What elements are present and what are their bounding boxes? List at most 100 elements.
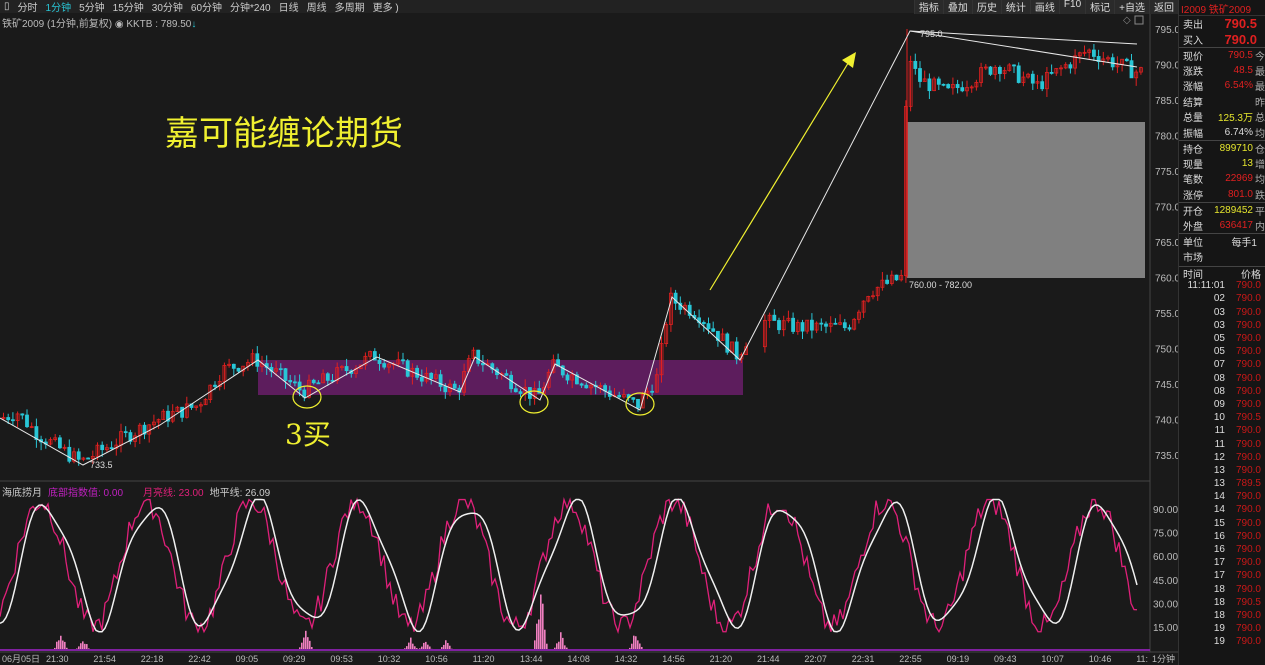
candle-body	[278, 368, 283, 371]
osc-tick: 45.00	[1153, 576, 1178, 587]
tick-time: 19	[1213, 636, 1225, 648]
quote-label: 笔数	[1183, 175, 1203, 187]
tool-button[interactable]: 统计	[1000, 0, 1030, 14]
tool-button[interactable]: 返回	[1149, 0, 1178, 14]
candle-body	[156, 419, 161, 423]
tick-price: 790.0	[1235, 372, 1261, 384]
tick-row: 05 790.0	[1179, 345, 1265, 358]
bottom-bar	[564, 645, 566, 650]
period-tab[interactable]: 15分钟	[112, 3, 144, 14]
candle-body	[673, 292, 678, 304]
candle-body	[720, 333, 725, 341]
bottom-bar	[56, 641, 58, 650]
candle-body	[650, 390, 654, 393]
quote-side-label: 均	[1255, 175, 1265, 187]
tick-price: 790.0	[1235, 557, 1261, 569]
arrow-down-icon: ↓	[191, 19, 197, 30]
price-tick: 785.0	[1155, 96, 1178, 107]
bottom-bar	[544, 629, 546, 650]
candle-body	[471, 349, 476, 360]
candle-body	[617, 394, 622, 398]
tick-price: 790.0	[1235, 293, 1261, 305]
tick-time: 05	[1213, 346, 1225, 358]
tick-time: 18	[1213, 583, 1225, 595]
arrow-line	[709, 59, 851, 291]
bottom-bar	[60, 635, 62, 650]
period-tab[interactable]: 5分钟	[79, 3, 105, 14]
candle-body	[664, 324, 669, 344]
tick-row: 11 790.0	[1179, 437, 1265, 450]
layout-icon[interactable]: ▯	[4, 1, 10, 12]
tool-button[interactable]: +自选	[1114, 0, 1149, 14]
bottom-bar	[425, 641, 427, 650]
tick-price: 790.0	[1235, 385, 1261, 397]
candle-body	[227, 363, 232, 366]
tool-button[interactable]: 标记	[1085, 0, 1115, 14]
candle-body	[551, 359, 556, 373]
quote-row: 涨幅 6.54% 最	[1179, 78, 1265, 94]
time-tick: 11:20	[473, 654, 495, 664]
period-tab[interactable]: 多周期	[334, 3, 365, 14]
tick-price: 790.0	[1235, 583, 1261, 595]
candle-body	[894, 274, 899, 281]
tick-row: 17 790.0	[1179, 556, 1265, 569]
candle-body	[25, 414, 29, 428]
candle-body	[777, 320, 781, 331]
candle-body	[687, 304, 692, 316]
candle-body	[34, 426, 39, 440]
candle-body	[316, 382, 321, 385]
candlestick-chart[interactable]: 795.0 790.0 785.0 780.0 775.0 770.0 765.0 760.0…	[0, 0, 1178, 665]
period-tab[interactable]: 周线	[306, 3, 327, 14]
tick-row: 09 790.0	[1179, 398, 1265, 411]
candle-body	[875, 286, 880, 297]
tool-button[interactable]: 叠加	[942, 0, 972, 14]
quote-row: 单位 每手1	[1179, 233, 1265, 249]
quote-label: 外盘	[1183, 221, 1203, 233]
period-tab[interactable]: 1分钟	[45, 3, 72, 14]
buy-circle	[292, 385, 322, 409]
tick-row: 18 790.0	[1179, 583, 1265, 596]
candle-body	[824, 323, 828, 327]
tool-button[interactable]: 画线	[1029, 0, 1059, 14]
settings-icon[interactable]: ◉	[114, 19, 124, 30]
candle-body	[288, 380, 293, 383]
tick-price: 789.5	[1235, 478, 1261, 490]
candle-body	[480, 362, 485, 366]
tick-price: 790.0	[1235, 491, 1261, 503]
period-tab[interactable]: 日线	[278, 3, 299, 14]
candle-body	[335, 367, 340, 381]
time-tick: 22:18	[141, 654, 164, 664]
candle-body	[560, 365, 565, 376]
period-tab[interactable]: 分钟*240	[230, 3, 271, 14]
quote-value: 790.5	[1227, 49, 1253, 61]
candle-body	[1030, 73, 1035, 84]
period-tab[interactable]: 30分钟	[151, 3, 183, 14]
period-tab[interactable]: 更多 )	[372, 3, 399, 14]
candle-body	[20, 413, 25, 416]
tick-row: 07 790.0	[1179, 358, 1265, 371]
time-tick: 10:07	[1041, 654, 1064, 664]
candle-body	[170, 411, 175, 422]
bottom-bar	[427, 644, 429, 650]
tick-time: 07	[1213, 359, 1225, 371]
period-tab[interactable]: 60分钟	[190, 3, 223, 14]
candle-body	[725, 333, 730, 353]
tool-button[interactable]: 历史	[971, 0, 1001, 14]
time-tick: 10:32	[378, 654, 401, 664]
quote-row: 总量 125.3万总	[1179, 109, 1265, 125]
candle-body	[1021, 76, 1026, 83]
bottom-bar	[408, 642, 410, 650]
tool-button[interactable]: 指标	[913, 0, 943, 14]
quote-side-label: 内	[1255, 221, 1265, 233]
tool-button[interactable]: F10	[1058, 0, 1086, 14]
tick-price: 790.0	[1235, 544, 1261, 556]
bottom-bar	[84, 643, 86, 650]
candle-body	[105, 447, 109, 451]
period-tab[interactable]: 分时	[17, 3, 38, 14]
candle-body	[861, 300, 866, 313]
bottom-bar	[412, 643, 414, 650]
tick-row: 13 789.5	[1179, 477, 1265, 490]
osc-tick: 75.00	[1153, 529, 1178, 540]
candle-body	[936, 78, 941, 85]
tick-row: 08 790.0	[1179, 385, 1265, 398]
